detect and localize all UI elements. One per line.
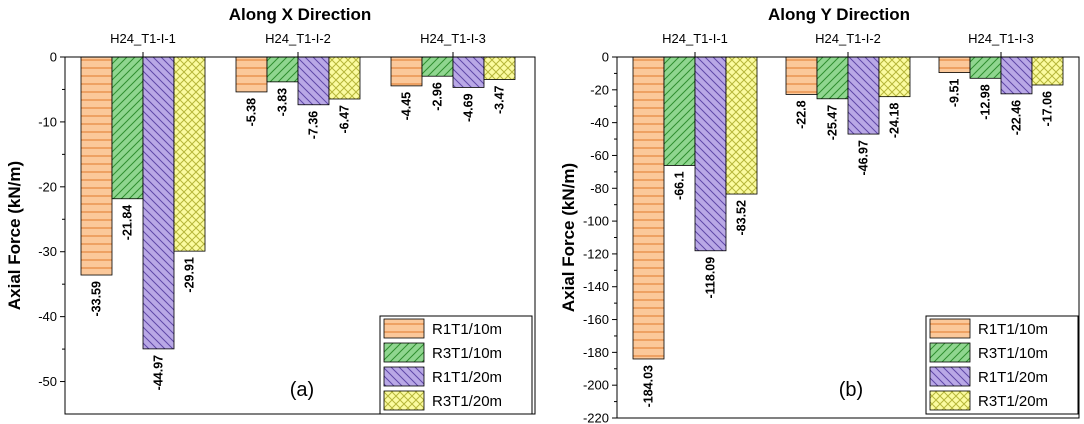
bar [266,56,299,83]
y-tick-label: -120 [583,246,609,261]
data-label: -5.38 [245,98,259,127]
data-label: -25.47 [826,105,840,140]
bar [632,56,665,360]
y-tick-label: 0 [602,50,609,65]
bar [1031,56,1064,86]
legend-label: R3T1/20m [978,393,1048,410]
data-label: -66.1 [673,171,687,200]
bar [235,56,268,93]
panel-label: (b) [839,379,863,401]
legend-label: R1T1/20m [978,369,1048,386]
y-tick-label: -220 [583,411,609,424]
data-label: -6.47 [338,105,352,134]
y-tick-label: -80 [590,181,609,196]
bar [173,56,206,252]
category-label: H24_T1-I-2 [815,31,881,46]
bar [847,56,880,135]
data-label: -7.36 [307,111,321,140]
category-label: H24_T1-I-2 [265,31,331,46]
data-label: -21.84 [121,205,135,240]
legend-swatch [929,318,971,339]
bar [297,56,330,106]
y-tick-label: -160 [583,312,609,327]
data-label: -17.06 [1041,91,1055,126]
chart-panel-b: Along Y Direction Axial Force (kN/m) -184.… [559,5,1080,424]
data-label: -118.09 [704,257,718,299]
data-label: -83.52 [735,200,749,235]
chart-title: Along Y Direction [768,5,910,24]
category-label: H24_T1-I-3 [968,31,1034,46]
data-label: -9.51 [948,79,962,108]
legend-label: R1T1/10m [432,321,502,338]
bar [816,56,849,100]
bar [969,56,1002,79]
data-label: -184.03 [642,365,656,407]
panel-label: (a) [290,379,314,401]
bar [694,56,727,252]
y-tick-label: -20 [38,179,57,194]
bar [1000,56,1033,95]
bar [452,56,485,88]
y-tick-label: -100 [583,214,609,229]
legend-swatch [383,366,425,387]
y-tick-label: -50 [38,374,57,389]
y-tick-label: -200 [583,378,609,393]
y-tick-label: 0 [50,50,57,65]
category-label: H24_T1-I-3 [420,31,486,46]
y-tick-label: -60 [590,148,609,163]
bar [938,56,971,74]
legend-swatch [383,390,425,411]
data-label: -44.97 [152,355,166,390]
legend-swatch [929,342,971,363]
chart-title: Along X Direction [229,5,372,24]
bar [878,56,911,98]
bar [142,56,175,350]
data-label: -3.47 [493,85,507,114]
data-label: -22.8 [795,100,809,129]
chart-panel-a: Along X Direction Axial Force (kN/m) -33.5… [5,5,536,415]
legend-label: R1T1/20m [432,369,502,386]
data-label: -3.83 [276,88,290,117]
bar [421,56,454,77]
category-label: H24_T1-I-1 [110,31,176,46]
data-label: -2.96 [431,82,445,111]
y-tick-label: -10 [38,114,57,129]
legend-label: R3T1/10m [978,345,1048,362]
data-label: -4.45 [400,92,414,121]
data-label: -46.97 [857,140,871,175]
data-label: -29.91 [183,257,197,292]
bar [663,56,696,166]
data-label: -4.69 [462,93,476,122]
data-label: -33.59 [90,281,104,316]
y-tick-label: -40 [38,309,57,324]
legend-label: R1T1/10m [978,321,1048,338]
data-label: -22.46 [1010,100,1024,135]
y-tick-label: -180 [583,345,609,360]
legend-swatch [383,318,425,339]
legend-label: R3T1/20m [432,393,502,410]
data-label: -24.18 [888,103,902,138]
category-label: H24_T1-I-1 [662,31,728,46]
bar [328,56,361,100]
data-label: -12.98 [979,84,993,119]
bar [483,56,516,80]
legend-swatch [929,366,971,387]
y-tick-label: -30 [38,244,57,259]
y-tick-label: -20 [590,82,609,97]
y-axis-label: Axial Force (kN/m) [559,163,578,312]
bar [111,56,144,200]
bar [725,56,758,195]
legend-label: R3T1/10m [432,345,502,362]
plot-frame [64,56,536,415]
bar [80,56,113,276]
y-tick-label: -140 [583,279,609,294]
legend-swatch [383,342,425,363]
y-axis-label: Axial Force (kN/m) [5,161,24,310]
bar [785,56,818,95]
y-tick-label: -40 [590,115,609,130]
legend-swatch [929,390,971,411]
bar [390,56,423,87]
